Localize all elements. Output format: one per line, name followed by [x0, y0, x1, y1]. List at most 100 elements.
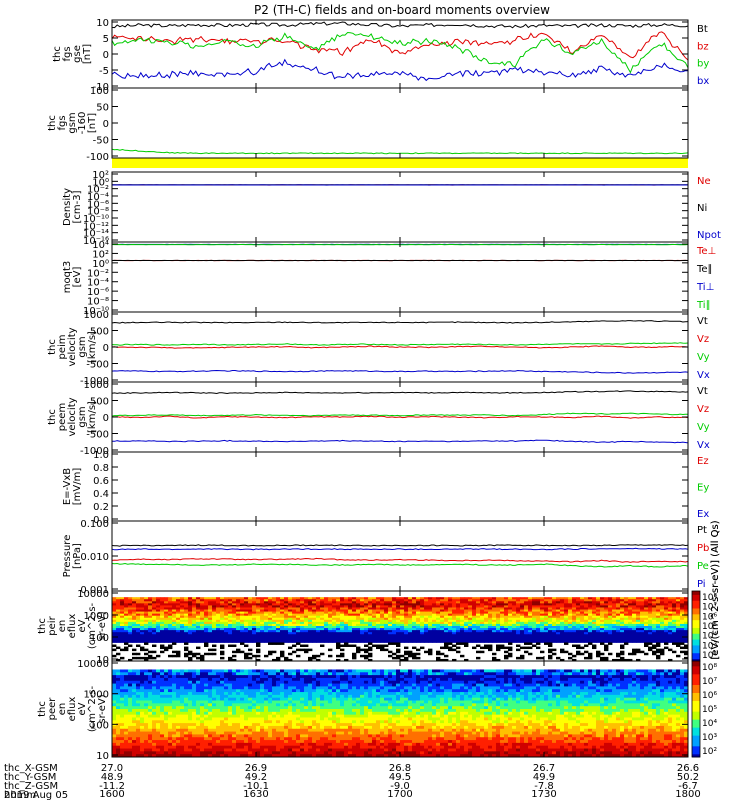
spectrogram-cell [460, 638, 465, 641]
spectrogram-cell [536, 636, 541, 639]
spectrogram-cell [668, 613, 673, 617]
spectrogram-cell [464, 680, 469, 684]
spectrogram-cell [336, 654, 341, 658]
spectrogram-cell [664, 609, 669, 612]
spectrogram-cell [200, 613, 205, 617]
spectrogram-cell [324, 636, 329, 639]
spectrogram-cell [492, 601, 497, 604]
spectrogram-cell [380, 644, 385, 647]
spectrogram-cell [632, 617, 637, 621]
spectrogram-cell [416, 675, 421, 679]
spectrogram-cell [632, 636, 637, 639]
spectrogram-cell [324, 672, 329, 676]
spectrogram-cell [572, 632, 577, 635]
spectrogram-cell [216, 607, 221, 610]
spectrogram-cell [680, 683, 685, 687]
spectrogram-cell [604, 675, 609, 679]
spectrogram-cell [188, 689, 193, 693]
spectrogram-cell [488, 621, 493, 625]
spectrogram-cell [252, 632, 257, 635]
panel-label-line: fgs [62, 46, 73, 61]
spectrogram-cell [572, 597, 577, 600]
spectrogram-cell [560, 640, 565, 643]
spectrogram-cell [548, 601, 553, 604]
spectrogram-cell [200, 683, 205, 687]
spectrogram-cell [376, 630, 381, 633]
spectrogram-cell [192, 640, 197, 643]
spectrogram-cell [616, 623, 621, 627]
spectrogram-cell [268, 603, 273, 606]
spectrogram-cell [232, 640, 237, 643]
spectrogram-cell [496, 601, 501, 604]
spectrogram-cell [676, 601, 681, 604]
spectrogram-cell [244, 609, 249, 612]
spectrogram-cell [504, 638, 509, 641]
spectrogram-cell [652, 603, 657, 606]
spectrogram-cell [132, 599, 137, 602]
spectrogram-cell [264, 617, 269, 621]
spectrogram-cell [180, 605, 185, 608]
spectrogram-cell [244, 599, 249, 602]
spectrogram-cell [220, 669, 225, 673]
spectrogram-cell [548, 609, 553, 612]
spectrogram-cell [620, 652, 625, 656]
spectrogram-cell [596, 626, 601, 629]
spectrogram-cell [512, 619, 517, 623]
spectrogram-cell [660, 617, 665, 621]
spectrogram-cell [252, 686, 257, 690]
spectrogram-cell [288, 680, 293, 684]
spectrogram-cell [396, 609, 401, 612]
spectrogram-cell [412, 640, 417, 643]
spectrogram-cell [620, 686, 625, 690]
spectrogram-cell [600, 632, 605, 635]
spectrogram-cell [180, 689, 185, 693]
spectrogram-cell [488, 669, 493, 673]
spectrogram-cell [536, 669, 541, 673]
spectrogram-cell [220, 640, 225, 643]
spectrogram-cell [536, 677, 541, 682]
spectrogram-cell [596, 609, 601, 612]
spectrogram-cell [344, 632, 349, 635]
spectrogram-cell [568, 677, 573, 682]
spectrogram-cell [524, 646, 529, 650]
spectrogram-cell [324, 632, 329, 635]
spectrogram-cell [348, 680, 353, 684]
spectrogram-cell [432, 669, 437, 673]
spectrogram-cell [620, 609, 625, 612]
spectrogram-cell [436, 597, 441, 600]
spectrogram-cell [240, 613, 245, 617]
spectrogram-cell [616, 599, 621, 602]
spectrogram-cell [248, 634, 253, 637]
spectrogram-cell [500, 607, 505, 610]
spectrogram-cell [308, 675, 313, 679]
y-tick-label: 10⁻¹⁰ [83, 214, 109, 225]
spectrogram-cell [144, 619, 149, 623]
spectrogram-cell [620, 669, 625, 673]
spectrogram-cell [488, 675, 493, 679]
spectrogram-cell [180, 621, 185, 625]
panel-label-line: eflux [67, 614, 78, 639]
spectrogram-cell [272, 680, 277, 684]
series-line-bz [111, 31, 689, 61]
spectrogram-cell [236, 603, 241, 606]
spectrogram-cell [344, 619, 349, 623]
spectrogram-cell [416, 680, 421, 684]
spectrogram-cell [464, 677, 469, 682]
spectrogram-cell [188, 675, 193, 679]
spectrogram-cell [524, 680, 529, 684]
spectrogram-cell [404, 632, 409, 635]
spectrogram-cell [552, 609, 557, 612]
spectrogram-cell [648, 621, 653, 625]
spectrogram-cell [220, 672, 225, 676]
spectrogram-cell [380, 601, 385, 604]
spectrogram-cell [564, 603, 569, 606]
spectrogram-cell [676, 677, 681, 682]
spectrogram-cell [224, 672, 229, 676]
spectrogram-cell [112, 677, 117, 682]
spectrogram-cell [216, 597, 221, 600]
spectrogram-cell [332, 626, 337, 629]
y-tick-label: -500 [86, 430, 109, 441]
spectrogram-cell [356, 648, 361, 652]
spectrogram-cell [208, 617, 213, 621]
spectrogram-cell [232, 621, 237, 625]
